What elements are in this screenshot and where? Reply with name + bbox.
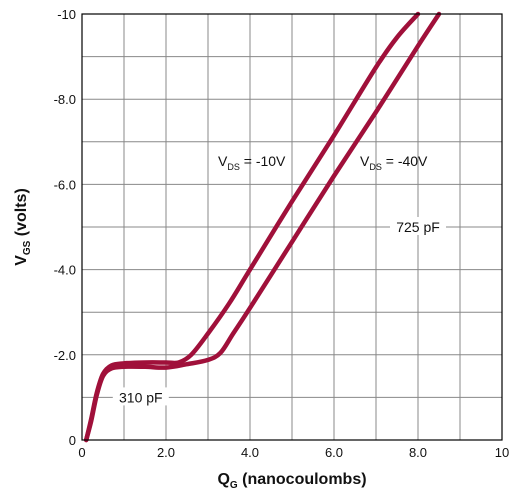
annotation-background [112, 387, 169, 406]
x-tick-label: 4.0 [241, 445, 259, 460]
x-axis-title: QG (nanocoulombs) [217, 471, 366, 491]
curves [83, 11, 442, 443]
x-tick-label: 0 [78, 445, 85, 460]
capacitance-annotation: 310 pF [119, 389, 163, 405]
y-tick-labels: 0 -2.0 -4.0 -6.0 -8.0 -10 [54, 7, 76, 448]
x-tick-label: 10 [495, 445, 509, 460]
x-tick-labels: 0 2.0 4.0 6.0 8.0 10 [78, 445, 509, 460]
y-tick-label: -2.0 [54, 348, 76, 363]
x-tick-label: 2.0 [157, 445, 175, 460]
legend-vds-40: VDS = -40V [360, 153, 428, 172]
annotations: 310 pF 725 pF [112, 217, 446, 406]
y-tick-label: 0 [69, 433, 76, 448]
y-tick-label: -4.0 [54, 263, 76, 278]
y-tick-label: -6.0 [54, 177, 76, 192]
y-tick-label: -8.0 [54, 92, 76, 107]
legend-vds-10: VDS = -10V [218, 153, 286, 172]
curve-vds-40v [83, 11, 442, 443]
capacitance-annotation: 725 pF [396, 219, 440, 235]
x-tick-label: 8.0 [409, 445, 427, 460]
annotation-background [390, 217, 446, 235]
y-axis-title: VGS (volts) [13, 188, 33, 266]
y-tick-label: -10 [57, 7, 76, 22]
x-tick-label: 6.0 [325, 445, 343, 460]
plot-frame [81, 13, 503, 441]
